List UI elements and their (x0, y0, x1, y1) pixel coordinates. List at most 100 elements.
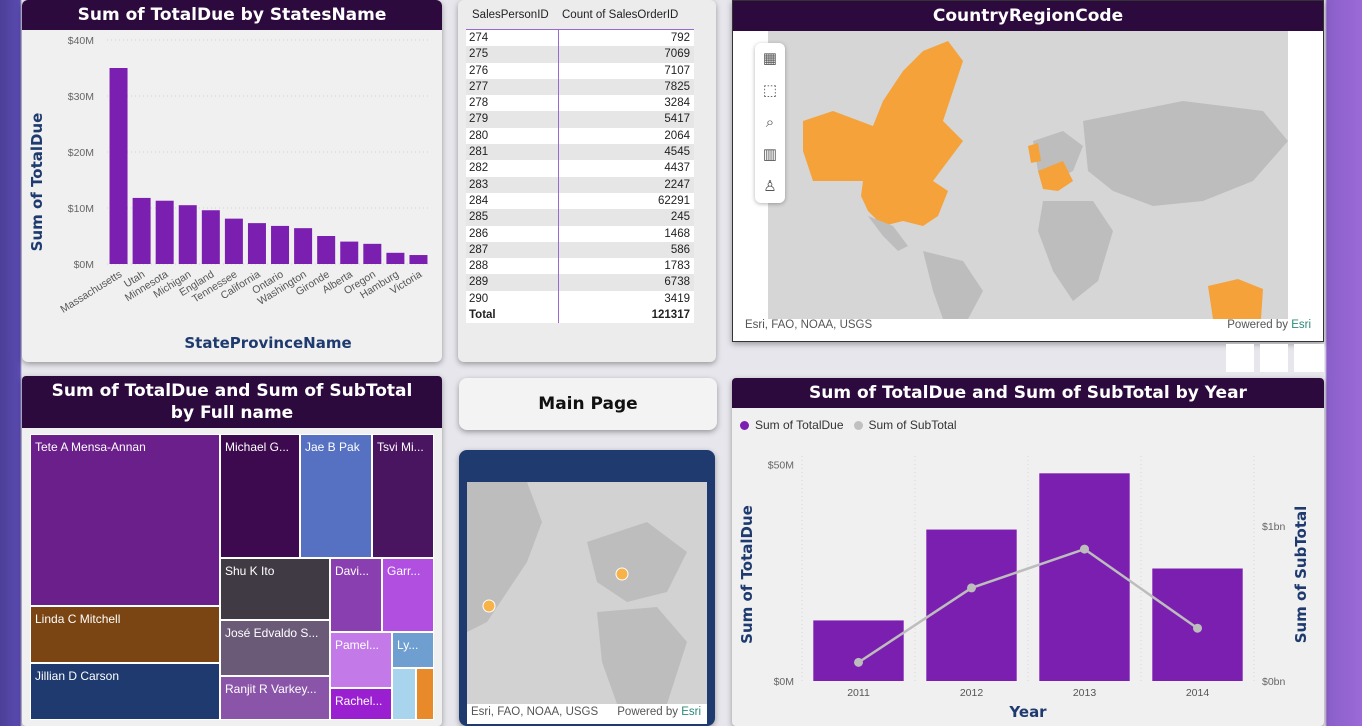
treemap-tile[interactable]: Ly... (392, 632, 434, 668)
region-africa-small (597, 607, 687, 704)
small-world-map[interactable] (467, 482, 707, 724)
cell-salesperson-id: 281 (466, 144, 559, 161)
small-powered-by-text: Powered by (617, 706, 678, 718)
bar-chart-card: Sum of TotalDue by StatesName $0M $10M $20… (22, 0, 442, 362)
table-row[interactable]: 279 5417 (466, 111, 694, 128)
person-icon[interactable]: ♙ (763, 178, 777, 195)
cell-order-count: 7825 (664, 80, 690, 93)
treemap-tile[interactable] (392, 668, 416, 720)
region-south-america (923, 251, 983, 319)
total-value: 121317 (651, 309, 690, 322)
series-line (857, 547, 1199, 664)
table-row[interactable]: 274 792 (466, 30, 694, 47)
world-map[interactable] (733, 31, 1323, 341)
column-header-salesperson[interactable]: SalesPersonID (472, 9, 549, 21)
treemap-tile[interactable]: Michael G... (220, 434, 300, 558)
bar (271, 225, 290, 264)
cell-salesperson-id: 287 (466, 241, 559, 259)
cell-order-count: 6738 (664, 276, 690, 289)
treemap-tile[interactable]: Shu K Ito (220, 558, 330, 620)
cell-order-count: 2247 (664, 178, 690, 191)
treemap-tile[interactable]: Jillian D Carson (30, 663, 220, 720)
treemap-tile[interactable]: Jae B Pak (300, 434, 372, 558)
bar (317, 236, 336, 264)
treemap-tile[interactable]: Tete A Mensa-Annan (30, 434, 220, 606)
treemap-tile[interactable]: Linda C Mitchell (30, 606, 220, 663)
qr-icon[interactable]: ▦ (762, 50, 778, 67)
treemap-tile[interactable]: Tsvi Mi... (372, 434, 434, 558)
cell-order-count: 1468 (664, 227, 690, 240)
bar-chart-title: Sum of TotalDue by StatesName (22, 0, 442, 30)
bar (224, 218, 243, 264)
main-page-button[interactable]: Main Page (459, 378, 717, 430)
white-block-2 (1260, 344, 1288, 372)
table-row[interactable]: 277 7825 (466, 78, 694, 96)
bar (155, 200, 174, 264)
table-row[interactable]: 283 2247 (466, 176, 694, 193)
region-usa (861, 181, 948, 226)
y-tick-label: $30M (68, 91, 94, 103)
small-map-powered-by: Powered by Esri (617, 706, 701, 718)
cell-order-count: 4437 (664, 162, 690, 175)
treemap-tile[interactable]: Ranjit R Varkey... (220, 676, 330, 720)
combo-chart-title: Sum of TotalDue and Sum of SubTotal by Y… (732, 378, 1324, 408)
cell-order-count: 1783 (664, 260, 690, 273)
table-row[interactable]: 282 4437 (466, 160, 694, 177)
cell-salesperson-id: 279 (466, 111, 559, 128)
table-row[interactable]: 290 3419 (466, 290, 694, 308)
bar (201, 210, 220, 264)
combo-chart-card: Sum of TotalDue and Sum of SubTotal by Y… (732, 378, 1324, 726)
treemap-card: Sum of TotalDue and Sum of SubTotal by F… (22, 376, 442, 726)
small-esri-link[interactable]: Esri (681, 706, 701, 718)
table-row[interactable]: 284 62291 (466, 192, 694, 210)
y-tick-label: $0M (74, 259, 94, 271)
search-icon[interactable]: ⌕ (765, 114, 775, 131)
table-row[interactable]: 280 2064 (466, 127, 694, 145)
layers-icon[interactable]: ▥ (762, 146, 778, 163)
map-card: CountryRegionCode ▦ ⬚ ⌕ ▥ ♙ Esri, FAO, N… (732, 0, 1324, 342)
table-row[interactable]: 275 7069 (466, 46, 694, 63)
bar (132, 197, 151, 264)
line-point (854, 657, 863, 667)
region-mexico (868, 216, 908, 251)
small-map-card: Esri, FAO, NOAA, USGS Powered by Esri (459, 450, 715, 726)
region-uk (1028, 143, 1041, 163)
line-point (967, 583, 976, 593)
bar-chart: $0M$10M$20M$30M$40MMassachusettsUtahMinn… (28, 35, 430, 352)
treemap-tile[interactable]: Rachel... (330, 688, 392, 720)
select-rect-icon[interactable]: ⬚ (762, 82, 778, 99)
map-view[interactable]: ▦ ⬚ ⌕ ▥ ♙ Esri, FAO, NOAA, USGS Powered … (733, 31, 1323, 341)
treemap-tile[interactable]: Davi... (330, 558, 382, 632)
treemap-tile[interactable]: Garr... (382, 558, 434, 632)
map-point-america (482, 599, 496, 613)
table-row[interactable]: 288 1783 (466, 258, 694, 275)
table-header: SalesPersonID Count of SalesOrderID (466, 6, 694, 30)
x-axis-title: Year (1008, 703, 1047, 721)
small-map-view[interactable]: Esri, FAO, NOAA, USGS Powered by Esri (467, 482, 707, 724)
esri-link[interactable]: Esri (1291, 319, 1311, 331)
legend-dot-totaldue (740, 420, 749, 430)
region-canada (803, 41, 963, 181)
table-row[interactable]: 281 4545 (466, 144, 694, 161)
bar (1039, 473, 1130, 681)
cell-salesperson-id: 274 (466, 30, 559, 47)
treemap-tile[interactable] (416, 668, 434, 720)
white-block-3 (1294, 344, 1324, 372)
bar (409, 255, 428, 264)
table-row[interactable]: 286 1468 (466, 225, 694, 242)
region-north-america-small (467, 482, 542, 632)
table-row[interactable]: 289 6738 (466, 274, 694, 291)
table-row[interactable]: 278 3284 (466, 95, 694, 112)
map-title: CountryRegionCode (733, 1, 1323, 31)
treemap: Tete A Mensa-Annan Michael G... Jae B Pa… (30, 434, 434, 720)
treemap-tile[interactable]: José Edvaldo S... (220, 620, 330, 676)
cell-salesperson-id: 288 (466, 258, 559, 275)
table-row[interactable]: 276 7107 (466, 62, 694, 79)
y-tick-label: $40M (68, 35, 94, 47)
table-row[interactable]: 287 586 (466, 241, 694, 259)
treemap-tile[interactable]: Pamel... (330, 632, 392, 688)
y-tick-label: $20M (68, 147, 94, 159)
bar (926, 529, 1017, 681)
table-row[interactable]: 285 245 (466, 209, 694, 226)
column-header-count[interactable]: Count of SalesOrderID (562, 9, 679, 21)
